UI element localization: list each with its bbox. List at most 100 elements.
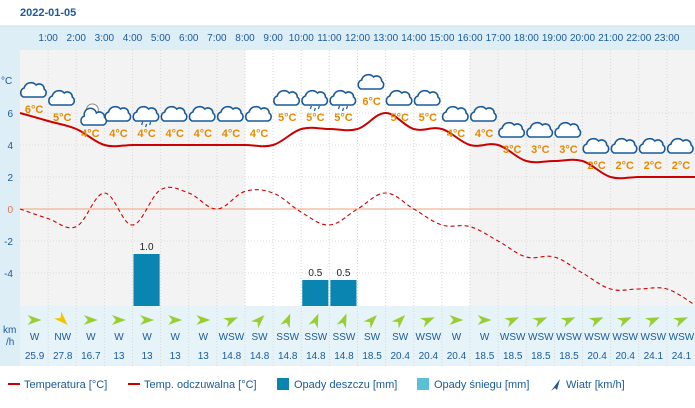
hour-label: 3:00: [95, 33, 115, 44]
wind-arrow-shape: [419, 317, 435, 328]
rain-drop: [149, 121, 152, 126]
cloud-icon: [244, 105, 272, 122]
wind-arrow-shape: [532, 317, 548, 328]
hour-label: 4:00: [123, 33, 143, 44]
wind-arrow-shape: [54, 311, 68, 325]
rain-drop: [145, 123, 148, 128]
wind-direction: WSW: [528, 332, 554, 343]
wind-speed: 18.5: [531, 351, 551, 362]
cloud-sun-icon: [80, 103, 108, 126]
cloud-rain-icon: [301, 89, 329, 112]
wind-speed: 25.9: [25, 351, 45, 362]
hour-label: 9:00: [263, 33, 283, 44]
wind-direction: W: [114, 332, 124, 343]
y-tick-label: 6: [7, 109, 13, 120]
wind-arrow-shape: [280, 313, 291, 329]
cloud-shape: [188, 105, 216, 122]
wind-arrow-icon: [83, 315, 98, 325]
wind-arrow-icon: [504, 317, 520, 328]
legend-snow-swatch: [417, 378, 429, 390]
wind-arrow-icon: [363, 315, 378, 329]
rain-value-label: 0.5: [308, 268, 322, 279]
cloud-shape: [666, 137, 694, 154]
cloud-shape: [19, 81, 47, 98]
wind-arrow-icon: [644, 317, 660, 328]
wind-speed: 20.4: [615, 351, 635, 362]
wind-speed: 18.5: [362, 351, 382, 362]
cloud-shape: [160, 105, 188, 122]
legend-feels-label: Temp. odczuwalna [°C]: [144, 379, 257, 391]
y-tick-label: -2: [4, 237, 13, 248]
rain-bar: [330, 280, 357, 306]
y-tick-label: 2: [7, 173, 13, 184]
legend-wind-icon: [551, 379, 560, 391]
cloud-shape: [329, 89, 357, 106]
wind-arrow-shape: [504, 317, 520, 328]
y-axis-unit: °C: [1, 76, 12, 87]
hour-label: 7:00: [207, 33, 227, 44]
hour-label: 15:00: [429, 33, 454, 44]
legend-snow-label: Opady śniegu [mm]: [434, 379, 529, 391]
wind-arrow-shape: [336, 313, 347, 329]
cloud-icon: [19, 81, 47, 98]
cloud-shape: [132, 105, 160, 122]
wind-arrow-shape: [560, 317, 576, 328]
hour-label: 13:00: [373, 33, 398, 44]
hour-label: 19:00: [542, 33, 567, 44]
rain-bar: [302, 280, 329, 306]
wind-direction: WSW: [416, 332, 442, 343]
temp-label: 5°C: [334, 112, 353, 124]
rain-drop: [337, 105, 341, 110]
wind-arrow-icon: [391, 315, 406, 329]
wind-arrow-shape: [140, 315, 155, 325]
cloud-icon: [441, 105, 469, 122]
cloud-shape: [469, 105, 497, 122]
wind-direction: W: [480, 332, 490, 343]
wind-arrow-icon: [588, 317, 604, 328]
wind-unit-km: km: [3, 325, 16, 336]
wind-arrow-shape: [477, 315, 492, 325]
temp-label: 5°C: [278, 112, 297, 124]
wind-arrow-shape: [391, 315, 406, 329]
wind-direction: NW: [54, 332, 71, 343]
cloud-shape: [104, 105, 132, 122]
hour-label: 23:00: [654, 33, 679, 44]
wind-arrow-icon: [419, 317, 435, 328]
temp-label: 2°C: [587, 160, 606, 172]
temperature-labels: 6°C 5°C 4°C 4°C 4°C 4°C 4°C 4°C 4°C 5°C 5°C 5°C 6°C 5…: [25, 96, 690, 172]
wind-arrow-shape: [196, 315, 211, 325]
cloud-icon: [554, 121, 582, 138]
header-band: [20, 26, 695, 50]
wind-direction: SW: [364, 332, 381, 343]
wind-arrow-icon: [54, 311, 68, 325]
cloud-icon: [610, 137, 638, 154]
cloud-shape: [244, 105, 272, 122]
wind-arrow-icon: [336, 313, 347, 329]
cloud-icon: [273, 89, 301, 106]
legend: Temperatura [°C] Temp. odczuwalna [°C] O…: [8, 378, 625, 391]
temp-label: 6°C: [25, 104, 44, 116]
temp-label: 3°C: [559, 144, 578, 156]
temp-label: 4°C: [109, 128, 128, 140]
rain-drop: [317, 105, 320, 110]
wind-arrow-icon: [449, 315, 464, 325]
wind-speed: 20.4: [447, 351, 467, 362]
cloud-shape: [610, 137, 638, 154]
wind-speed: 14.8: [334, 351, 354, 362]
wind-speed: 16.7: [81, 351, 101, 362]
wind-arrow-icon: [251, 315, 265, 329]
temp-label: 5°C: [391, 112, 410, 124]
cloud-shape: [638, 137, 666, 154]
wind-speed: 20.4: [419, 351, 439, 362]
hour-label: 16:00: [457, 33, 482, 44]
wind-arrow-icon: [168, 315, 183, 325]
rain-value-label: 0.5: [336, 268, 350, 279]
wind-speed: 13: [170, 351, 182, 362]
temp-label: 3°C: [531, 144, 550, 156]
wind-direction: SSW: [276, 332, 299, 343]
cloud-icon: [413, 89, 441, 106]
temp-label: 4°C: [447, 128, 466, 140]
temp-label: 6°C: [362, 96, 381, 108]
rain-value-label: 1.0: [140, 242, 154, 253]
wind-unit-h: /h: [6, 337, 14, 348]
